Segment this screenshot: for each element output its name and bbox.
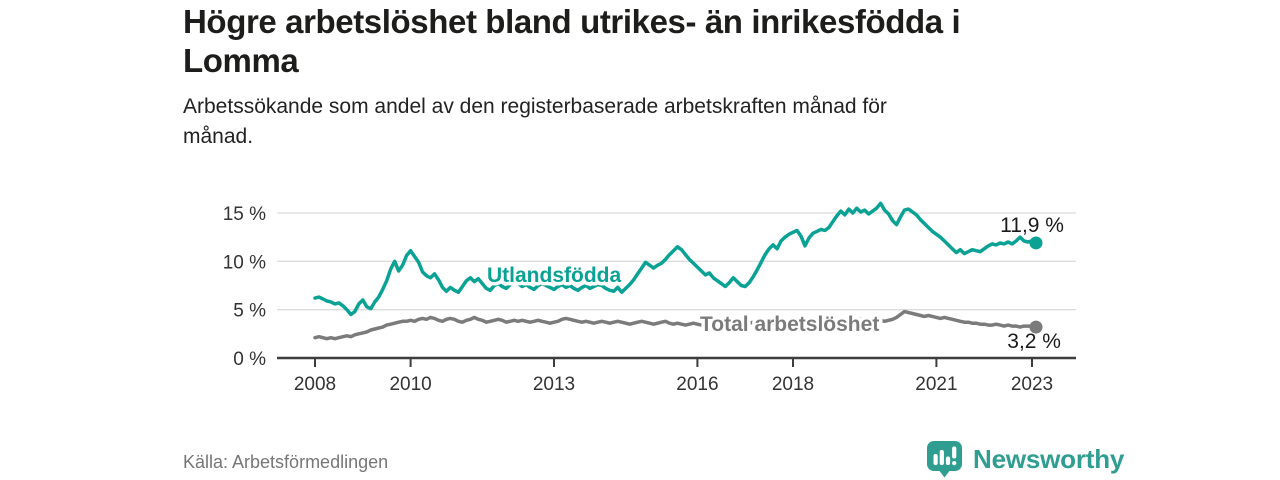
chart-title-line2: Lomma — [183, 42, 299, 79]
y-axis-tick-label: 15 % — [223, 204, 266, 225]
source-text: Källa: Arbetsförmedlingen — [183, 452, 389, 472]
chart-subtitle-line1: Arbetssökande som andel av den registerb… — [183, 95, 887, 118]
x-axis-tick-label: 2013 — [533, 374, 575, 395]
chart-title-line1: Högre arbetslöshet bland utrikes- än inr… — [183, 3, 961, 40]
x-axis-tick-label: 2018 — [772, 374, 814, 395]
chart-title: Högre arbetslöshet bland utrikes- än inr… — [183, 2, 1183, 80]
series-end-dot — [1029, 320, 1043, 334]
x-axis-tick-label: 2023 — [1011, 374, 1053, 395]
series-end-dot — [1029, 236, 1043, 250]
series-end-value-label: 3,2 % — [1007, 330, 1061, 353]
newsworthy-wordmark: Newsworthy — [973, 443, 1125, 474]
series-label-utlandsfödda: Utlandsfödda — [487, 264, 621, 287]
y-axis-tick-label: 0 % — [233, 349, 266, 370]
y-axis-tick-label: 10 % — [223, 252, 266, 273]
chart-subtitle: Arbetssökande som andel av den registerb… — [183, 92, 1083, 152]
x-axis-tick-label: 2016 — [676, 374, 718, 395]
x-axis-tick-label: 2010 — [389, 374, 431, 395]
newsworthy-logo: Newsworthy — [926, 440, 1124, 478]
x-axis-tick-label: 2008 — [294, 374, 336, 395]
chart-subtitle-line2: månad. — [183, 125, 254, 148]
y-axis-tick-label: 5 % — [233, 301, 266, 322]
series-line-utlandsfödda — [313, 201, 1038, 317]
series-label-total-arbetslöshet: Total arbetslöshet — [700, 313, 879, 336]
newsworthy-bubble-chart-icon — [927, 441, 962, 478]
series-line-total-arbetslöshet — [313, 309, 1038, 341]
x-axis-tick-label: 2021 — [915, 374, 957, 395]
series-end-value-label: 11,9 % — [1000, 214, 1064, 237]
